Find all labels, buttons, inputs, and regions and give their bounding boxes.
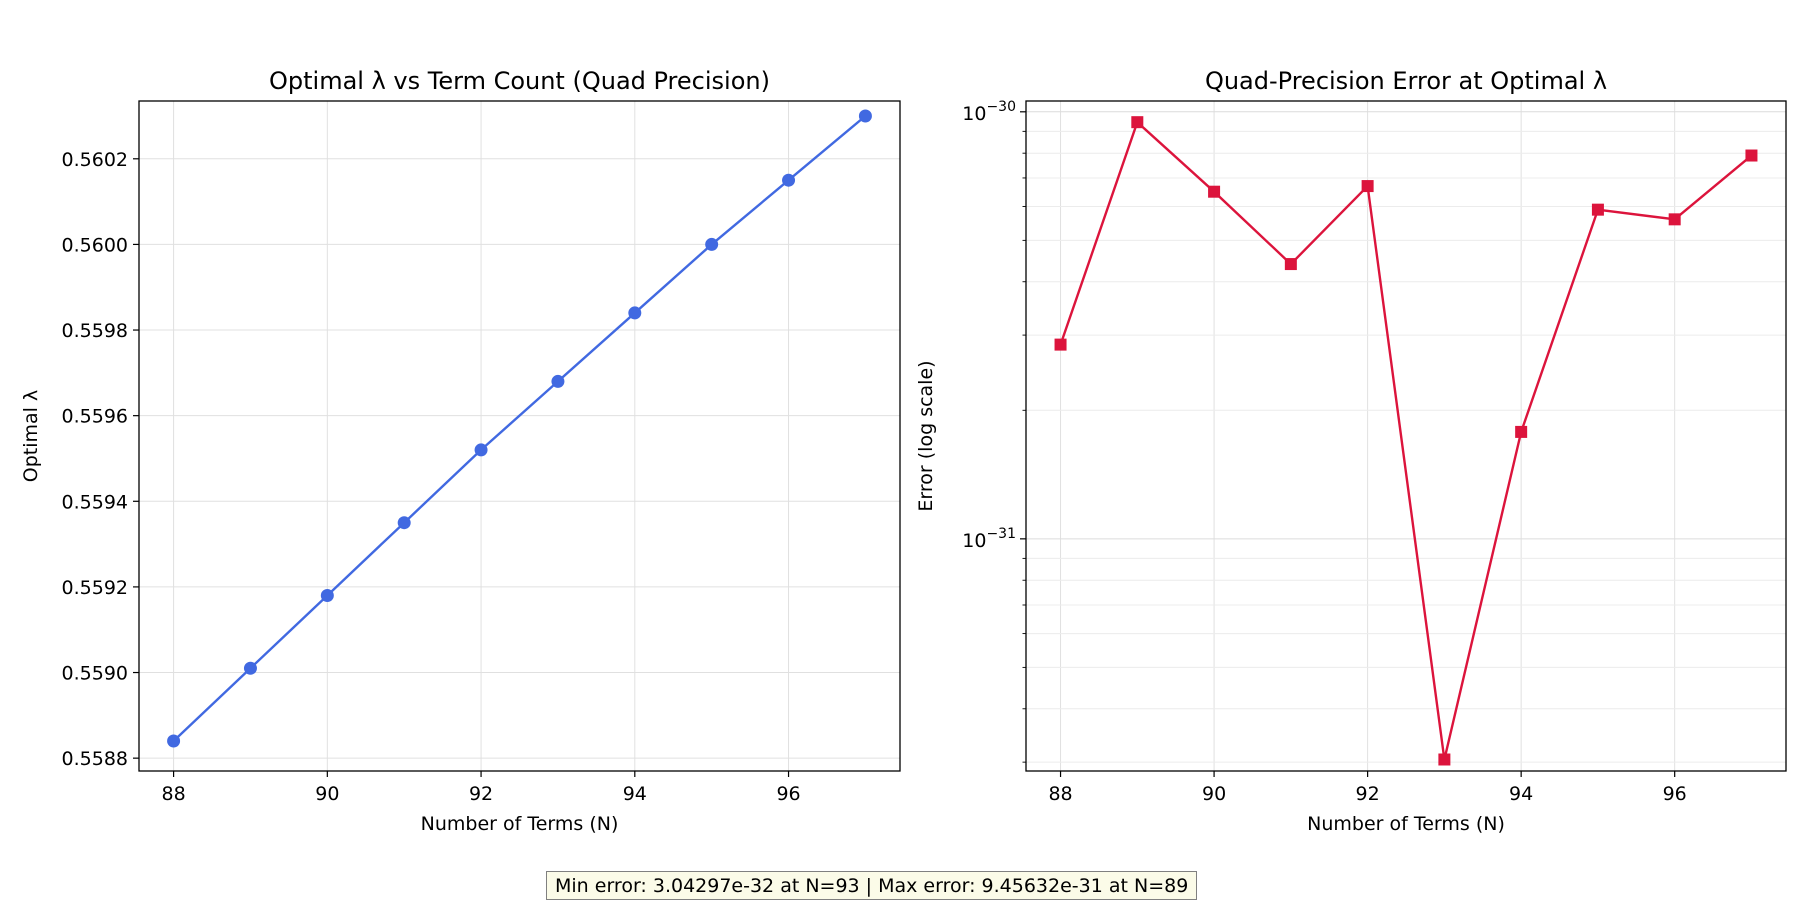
series-line [172,115,867,742]
x-tick-label: 96 [776,783,800,805]
y-tick-label: 10−30 [962,99,1016,125]
data-point-marker [1284,258,1297,271]
error-grid [1026,101,1786,771]
x-tick-label: 90 [315,783,339,805]
data-point-marker [628,306,642,320]
data-point-marker [1745,149,1758,162]
data-point-marker [1515,425,1528,438]
data-point-marker [782,173,796,187]
error-chart-title: Quad-Precision Error at Optimal λ [1205,67,1607,95]
data-point-marker [1361,180,1374,193]
error-chart-panel: 88 90 92 94 96 10−31 10−30 Quad-Precision Erro… [915,67,1787,835]
data-point-marker [1438,753,1451,766]
lambda-plot-frame [138,100,901,772]
data-point-marker [167,734,181,748]
data-point-marker [1131,116,1144,129]
error-summary-annotation: Min error: 3.04297e-32 at N=93 | Max err… [546,871,1198,900]
x-tick-label: 90 [1202,783,1226,805]
x-tick-label: 96 [1663,783,1687,805]
x-tick-label: 88 [161,783,185,805]
error-series [1054,116,1758,766]
x-tick-label: 94 [623,783,647,805]
x-tick-label: 92 [1356,783,1380,805]
x-tick-label: 88 [1048,783,1072,805]
y-tick-label: 0.5596 [62,406,128,428]
lambda-series [167,109,872,748]
y-tick-label: 0.5592 [62,577,128,599]
lambda-chart-title: Optimal λ vs Term Count (Quad Precision) [269,67,770,95]
x-tick-label: 94 [1509,783,1533,805]
y-tick-label: 0.5600 [62,234,128,256]
data-point-marker [1591,203,1604,216]
y-tick-label: 0.5588 [62,748,128,770]
lambda-chart-panel: 88 90 92 94 96 0.5588 0.5590 0.5592 0.5594 0.5596… [20,67,901,835]
data-point-marker [474,443,488,457]
error-plot-frame [1025,100,1787,772]
y-tick-label: 0.5590 [62,663,128,685]
error-y-axis-label: Error (log scale) [915,360,937,511]
data-point-marker [551,374,565,388]
lambda-grid [139,101,900,771]
series-line [1059,120,1753,761]
lambda-axis-ticks: 88 90 92 94 96 0.5588 0.5590 0.5592 0.5594 0.5596… [62,149,801,805]
data-point-marker [1054,338,1067,351]
data-point-marker [858,109,872,123]
y-tick-label: 0.5602 [62,149,128,171]
y-tick-label: 0.5598 [62,320,128,342]
lambda-y-axis-label: Optimal λ [20,390,42,482]
data-point-marker [1668,213,1681,226]
data-point-marker [320,588,334,602]
x-tick-label: 92 [469,783,493,805]
lambda-x-axis-label: Number of Terms (N) [421,813,619,835]
data-point-marker [243,661,257,675]
data-point-marker [705,237,719,251]
y-tick-label: 10−31 [962,526,1016,552]
error-axis-ticks: 88 90 92 94 96 10−31 10−30 [962,99,1687,805]
data-point-marker [397,516,411,530]
error-x-axis-label: Number of Terms (N) [1307,813,1505,835]
y-tick-label: 0.5594 [62,491,128,513]
data-point-marker [1208,185,1221,198]
